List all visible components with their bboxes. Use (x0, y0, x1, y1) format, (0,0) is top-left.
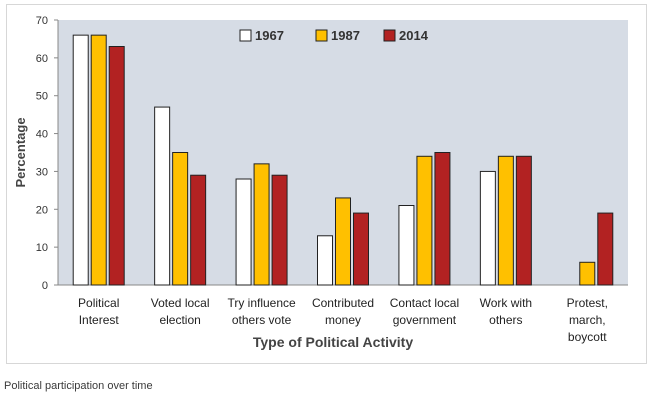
category-label: Protest, (567, 296, 608, 310)
bar-2014 (515, 155, 532, 286)
bar-1967 (154, 106, 171, 286)
category-label: Political (78, 296, 119, 310)
bar-chart: 0 10 20 30 40 50 60 70 Political Interest Voted lo… (13, 15, 628, 350)
category-label: others (489, 313, 522, 327)
category-label: Work with (480, 296, 532, 310)
category-label: Contributed (312, 296, 374, 310)
chart-figure: 0 10 20 30 40 50 60 70 Political Interest Voted lo… (6, 4, 647, 364)
bar-1967 (398, 205, 415, 286)
category-label: boycott (568, 330, 607, 344)
bar-1967 (72, 34, 89, 286)
bar-2014 (108, 46, 125, 286)
bar-2014 (434, 152, 451, 286)
bar-2014 (271, 174, 288, 286)
bar-1967 (235, 178, 252, 286)
category-label: others vote (232, 313, 292, 327)
bar-2014 (597, 212, 614, 286)
bar-2014 (190, 174, 207, 286)
y-axis-title: Percentage (13, 117, 28, 187)
category-label: Interest (79, 313, 120, 327)
legend-swatch-1967 (239, 29, 252, 42)
y-tick-label: 60 (36, 53, 48, 65)
y-tick-label: 70 (36, 15, 48, 27)
y-tick-label: 40 (36, 129, 48, 141)
category-label: money (325, 313, 361, 327)
category-label: election (159, 313, 200, 327)
x-axis-title: Type of Political Activity (253, 334, 413, 350)
y-tick-label: 50 (36, 91, 48, 103)
y-tick-label: 0 (42, 280, 48, 292)
y-tick-label: 10 (36, 242, 48, 254)
legend-label-2014: 2014 (399, 28, 429, 43)
bar-1987 (335, 197, 351, 286)
bar-1987 (172, 152, 189, 286)
y-tick-label: 30 (36, 166, 48, 178)
category-label: march, (569, 313, 606, 327)
category-label: government (393, 313, 457, 327)
bar-1987 (90, 34, 107, 286)
bar-2014 (353, 212, 369, 286)
category-label: Contact local (390, 296, 459, 310)
category-label: Voted local (151, 296, 210, 310)
figure-caption: Political participation over time (4, 380, 153, 392)
legend-swatch-2014 (383, 29, 396, 42)
legend-swatch-1987 (315, 29, 328, 42)
bar-1967 (479, 170, 496, 286)
legend-label-1967: 1967 (255, 28, 284, 43)
bar-1987 (416, 155, 433, 286)
bar-1987 (497, 155, 514, 286)
bar-1967 (317, 235, 333, 286)
y-tick-label: 20 (36, 204, 48, 216)
legend-label-1987: 1987 (331, 28, 360, 43)
bar-1987 (253, 163, 270, 286)
bar-1987 (579, 261, 596, 286)
category-label: Try influence (227, 296, 296, 310)
